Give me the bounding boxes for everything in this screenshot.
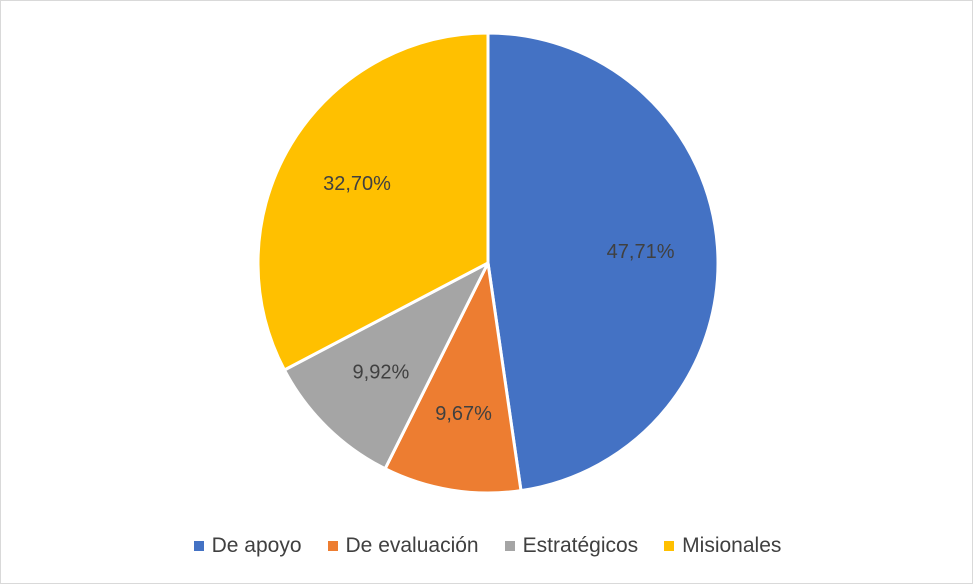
legend-item-0: De apoyo [193,534,302,558]
pie-slices [256,31,720,495]
legend-item-2: Estratégicos [504,534,639,558]
legend-item-1: De evaluación [327,534,479,558]
pie-slice-3 [256,31,490,372]
legend-swatch-0 [193,541,204,551]
legend-label-1: De evaluación [345,534,479,557]
legend-label-2: Estratégicos [522,534,639,557]
pie-slice-0 [486,31,720,493]
legend-swatch-2 [504,541,515,551]
legend: De apoyo De evaluación Estratégicos Misiona… [1,531,973,561]
data-label-0: 47,71% [607,241,675,263]
data-label-2: 9,92% [353,361,410,383]
legend-label-0: De apoyo [211,534,302,557]
legend-swatch-1 [327,541,338,551]
pie-data-labels: 47,71% 9,67% 9,92% 32,70% [323,173,675,425]
pie-slice-2 [282,261,490,471]
data-label-1: 9,67% [435,403,492,425]
legend-item-3: Misionales [664,534,781,558]
legend-label-3: Misionales [682,534,782,557]
data-label-3: 32,70% [323,173,391,195]
pie-slice-1 [383,261,523,495]
legend-swatch-3 [664,541,675,551]
